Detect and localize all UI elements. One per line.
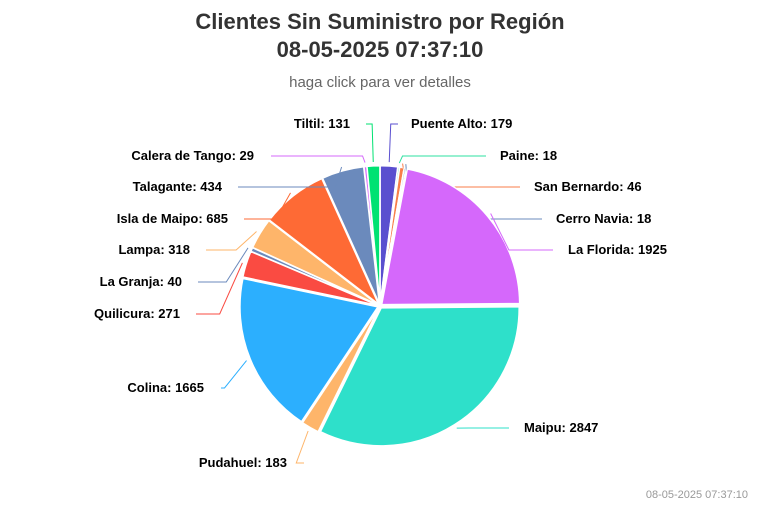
pie-connector — [244, 192, 291, 220]
pie-data-label: Quilicura: 271 — [94, 306, 180, 321]
pie-slice[interactable] — [301, 307, 380, 433]
pie-slice[interactable] — [251, 219, 379, 306]
pie-slice-group[interactable]: Tiltil: 131 — [294, 116, 381, 304]
pie-slice-group[interactable]: Calera de Tango: 29 — [131, 148, 381, 304]
pie-slice-group[interactable]: La Florida: 1925 — [380, 168, 667, 306]
pie-data-label: Calera de Tango: 29 — [131, 148, 254, 163]
chart-title: Clientes Sin Suministro por Región 08-05… — [0, 8, 760, 64]
chart-title-line1: Clientes Sin Suministro por Región — [195, 9, 565, 34]
chart-subtitle: haga click para ver detalles — [289, 74, 471, 91]
pie-slice-group[interactable]: Pudahuel: 183 — [199, 307, 380, 470]
pie-data-label: San Bernardo: 46 — [534, 179, 642, 194]
pie-slice[interactable] — [268, 177, 380, 305]
pie-connector — [490, 213, 553, 251]
pie-data-label: La Granja: 40 — [100, 274, 182, 289]
pie-connector — [388, 123, 398, 163]
pie-connector — [198, 247, 249, 283]
pie-connector — [271, 155, 366, 163]
pie-slice-group[interactable]: Isla de Maipo: 685 — [117, 177, 380, 305]
pie-connector — [221, 360, 247, 389]
pie-slice[interactable] — [366, 165, 381, 304]
pie-slice-group[interactable]: Colina: 1665 — [127, 277, 380, 423]
pie-slice[interactable] — [239, 277, 380, 423]
pie-connector — [238, 166, 343, 188]
pie-data-label: Paine: 18 — [500, 148, 557, 163]
pie-slice-group[interactable]: Maipu: 2847 — [319, 305, 598, 447]
pie-data-label: Isla de Maipo: 685 — [117, 211, 228, 226]
pie-data-label: Puente Alto: 179 — [411, 116, 512, 131]
pie-slice[interactable] — [319, 305, 520, 447]
pie-data-label: Maipu: 2847 — [524, 420, 598, 435]
pie-connector — [206, 231, 257, 251]
pie-connector — [398, 155, 486, 164]
pie-data-label: Pudahuel: 183 — [199, 455, 287, 470]
pie-slice[interactable] — [380, 168, 521, 306]
pie-data-label: Talagante: 434 — [133, 179, 223, 194]
pie-connector — [196, 262, 243, 315]
pie-slice-group[interactable]: Lampa: 318 — [118, 219, 379, 306]
chart-credit: 08-05-2025 07:37:10 — [645, 489, 748, 501]
pie-data-label: Colina: 1665 — [127, 380, 204, 395]
pie-connector — [366, 123, 374, 162]
pie-data-label: La Florida: 1925 — [568, 242, 667, 257]
chart-title-line2: 08-05-2025 07:37:10 — [276, 37, 484, 62]
pie-data-label: Cerro Navia: 18 — [556, 211, 651, 226]
pie-connector — [295, 430, 309, 464]
pie-data-label: Tiltil: 131 — [294, 116, 350, 131]
pie-data-label: Lampa: 318 — [118, 242, 190, 257]
